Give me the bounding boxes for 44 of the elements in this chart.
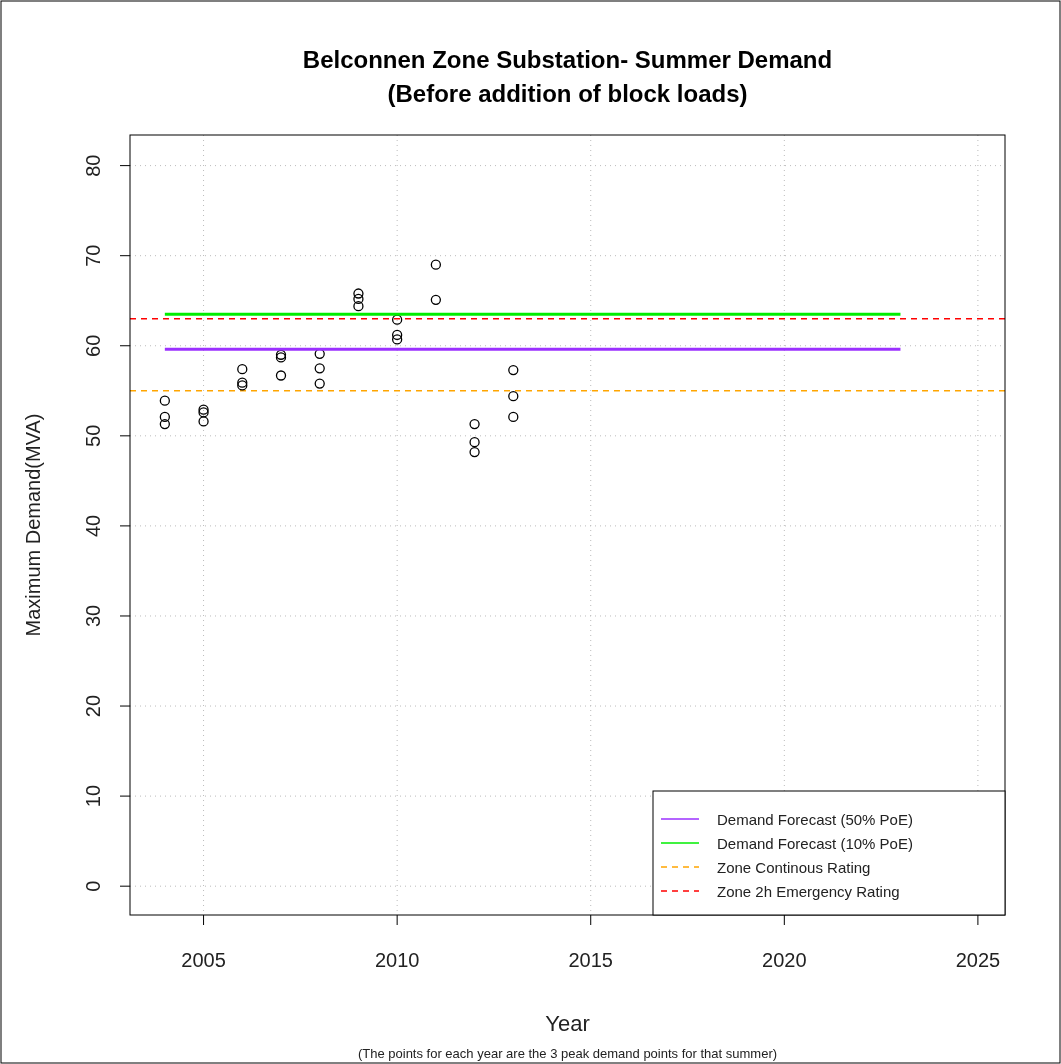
point bbox=[159, 411, 170, 423]
x-tick-label: 2015 bbox=[568, 949, 613, 971]
point bbox=[314, 378, 325, 389]
y-tick-label: 70 bbox=[82, 244, 104, 267]
y-tick-label: 60 bbox=[82, 334, 104, 357]
x-tick-label: 2020 bbox=[762, 949, 807, 971]
point bbox=[392, 329, 403, 341]
point bbox=[392, 334, 403, 345]
point bbox=[353, 293, 364, 305]
point bbox=[314, 363, 325, 374]
chart-title: Belconnen Zone Substation- Summer Demand (Before addition of block loads) bbox=[302, 46, 833, 107]
point bbox=[198, 416, 209, 427]
point bbox=[159, 418, 170, 430]
y-tick-label: 20 bbox=[82, 694, 104, 718]
point bbox=[508, 391, 519, 402]
point bbox=[430, 259, 442, 270]
y-tick-label: 80 bbox=[82, 154, 104, 177]
point bbox=[392, 314, 403, 325]
y-tick-label: 40 bbox=[82, 514, 104, 538]
y-tick-label: 50 bbox=[82, 424, 104, 447]
point bbox=[275, 370, 287, 381]
point bbox=[353, 300, 364, 312]
text: (The points for each year are the 3 peak demand points for that summer) bbox=[357, 1046, 778, 1061]
point bbox=[353, 288, 364, 299]
point bbox=[237, 364, 248, 375]
legend-label: Demand Forecast (50% PoE) bbox=[717, 811, 913, 828]
legend-label: Zone 2h Emergency Rating bbox=[717, 883, 900, 900]
x-tick-label: 2025 bbox=[955, 949, 1001, 971]
point bbox=[508, 411, 519, 423]
point bbox=[508, 364, 519, 376]
point bbox=[469, 418, 480, 430]
point bbox=[159, 395, 170, 406]
y-axis-title: Maximum Demand(MVA) bbox=[22, 413, 44, 637]
legend-label: Zone Continous Rating bbox=[717, 859, 871, 876]
x-axis-title: Year bbox=[545, 1011, 590, 1036]
point bbox=[469, 436, 480, 448]
legend-label: Demand Forecast (10% PoE) bbox=[717, 835, 913, 852]
y-tick-label: 0 bbox=[82, 880, 104, 892]
point bbox=[469, 446, 480, 458]
point bbox=[430, 294, 442, 305]
x-tick-label: 2010 bbox=[374, 949, 420, 971]
y-tick-label: 10 bbox=[82, 784, 104, 808]
x-tick-label: 2005 bbox=[181, 949, 226, 971]
y-tick-label: 30 bbox=[82, 604, 104, 628]
